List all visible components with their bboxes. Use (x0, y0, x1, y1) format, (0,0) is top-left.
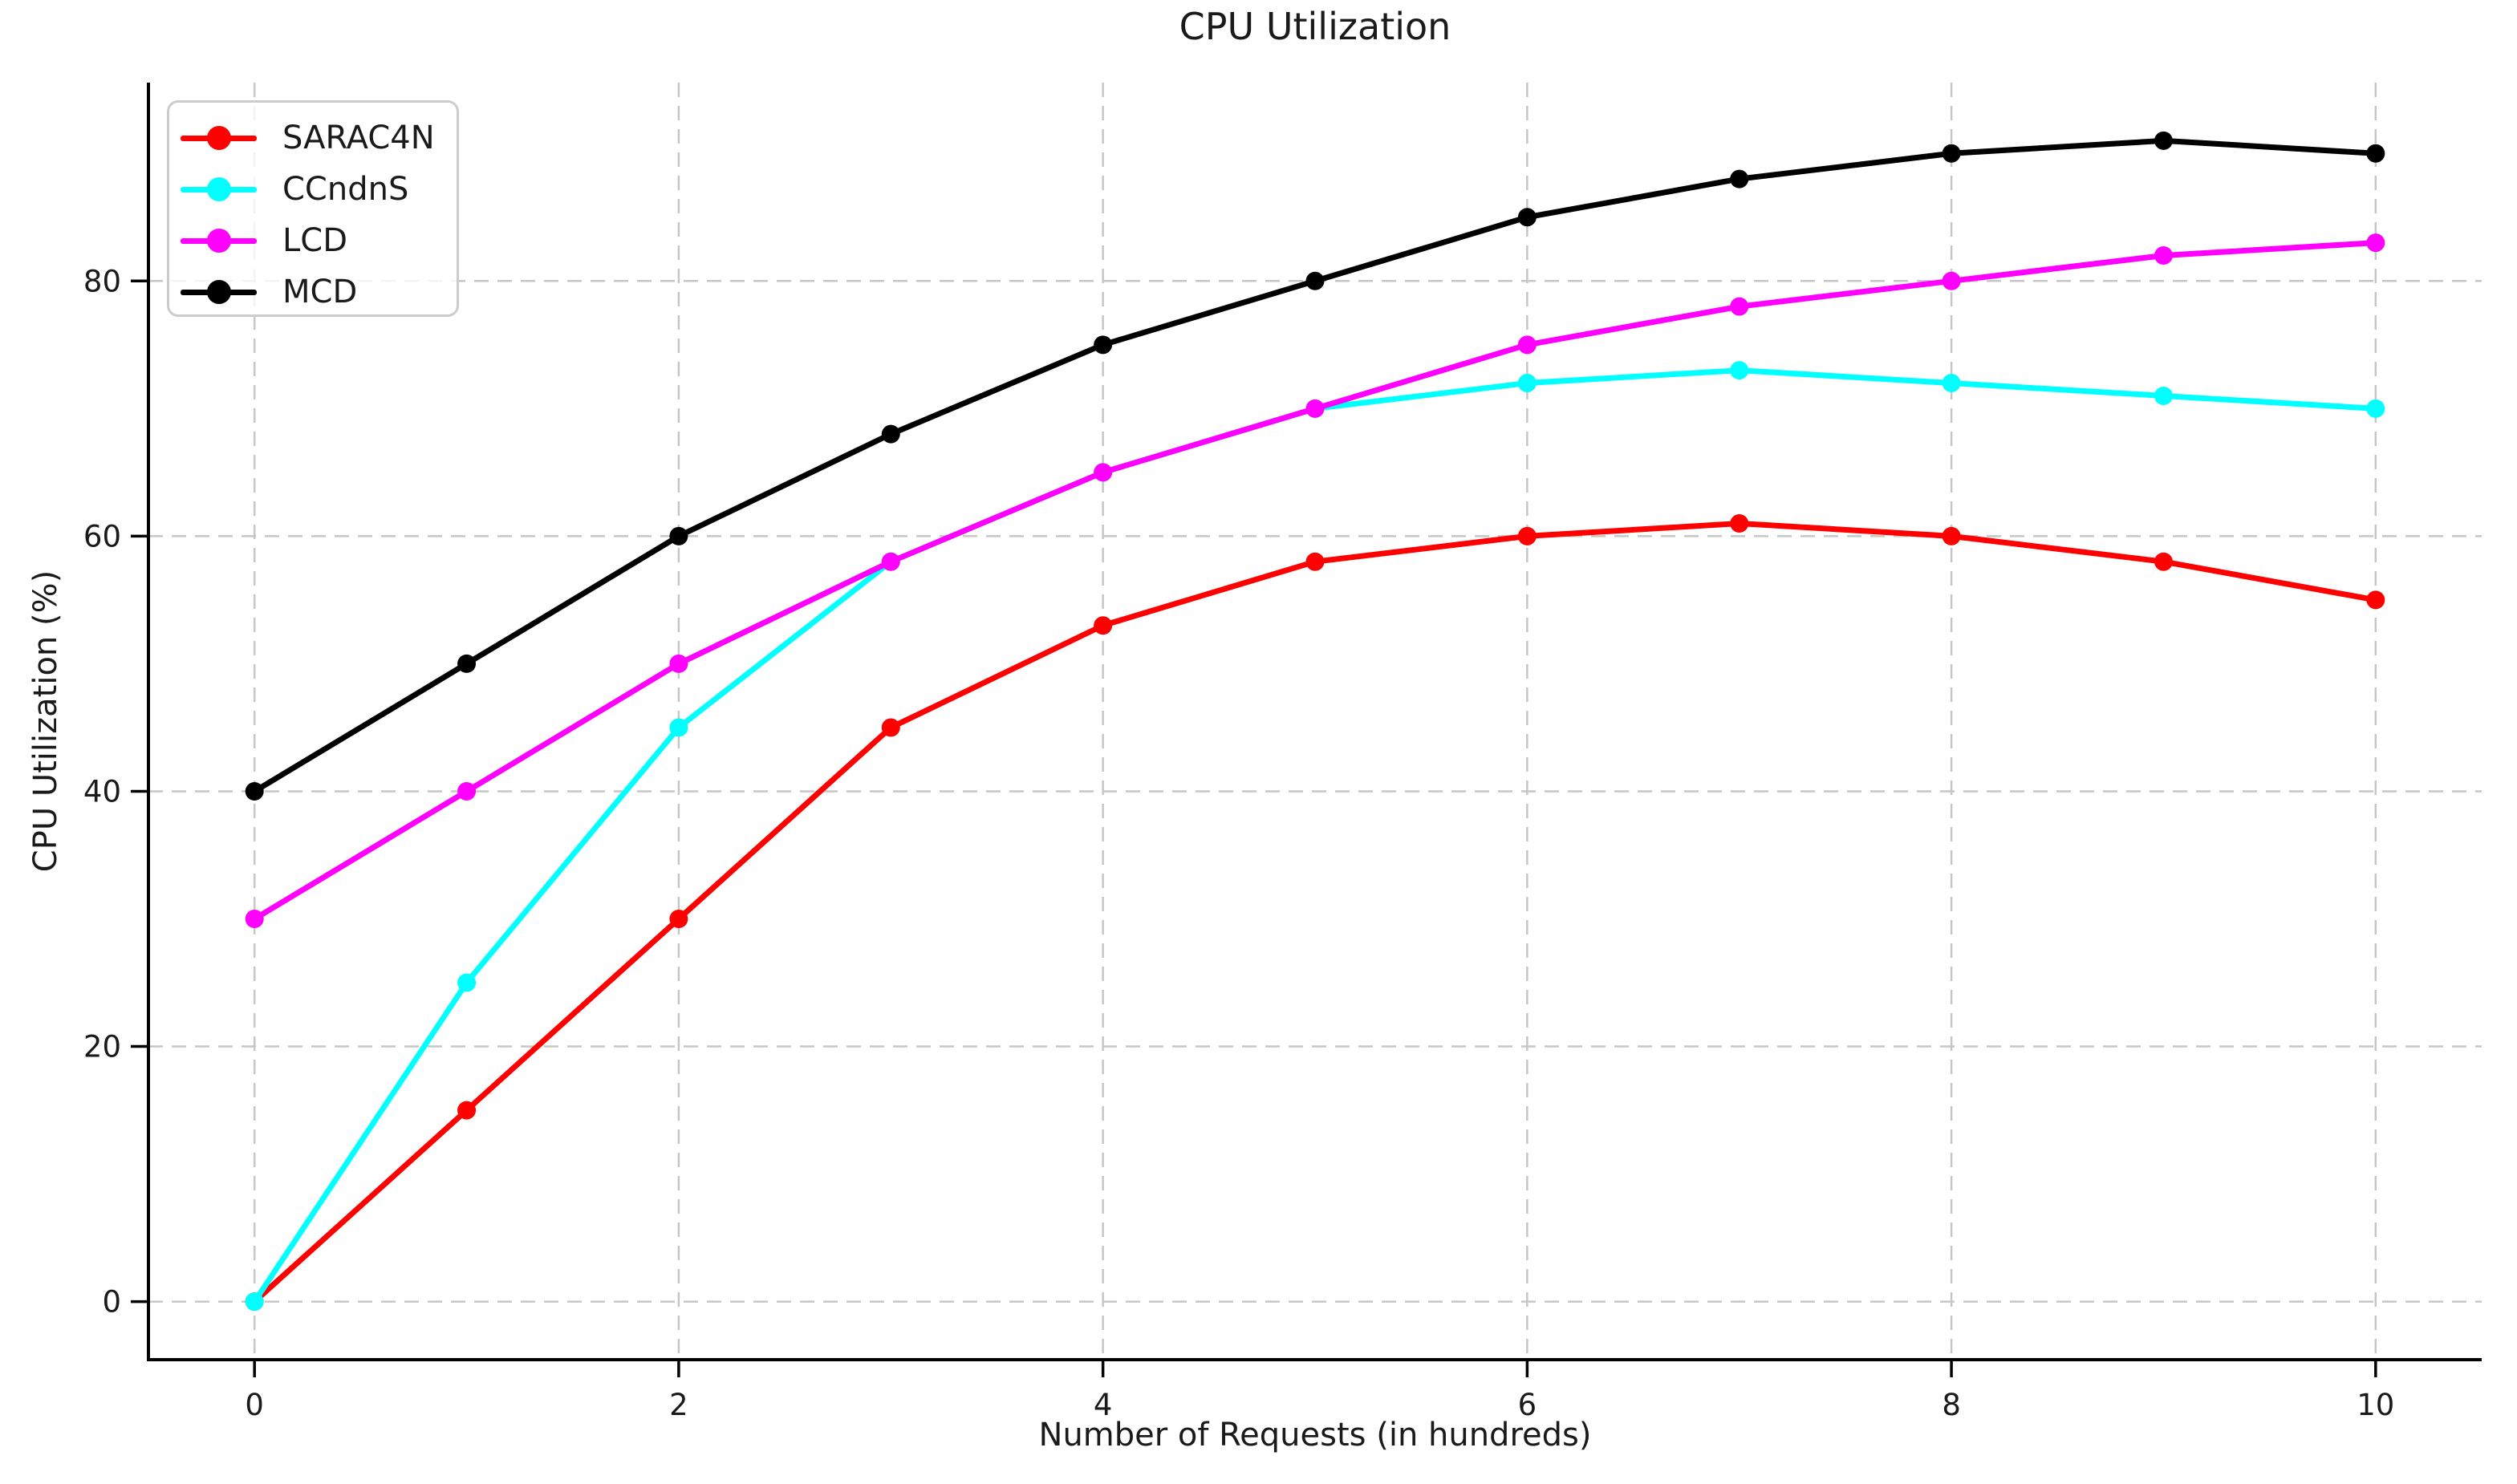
x-tick-label: 8 (1942, 1388, 1961, 1422)
chart-title: CPU Utilization (1179, 5, 1451, 48)
legend: SARAC4N CCndnS LCD MCD (167, 100, 459, 317)
data-point-LCD (881, 552, 900, 571)
data-point-MCD (1517, 208, 1537, 227)
data-point-LCD (669, 654, 688, 673)
data-point-CCndnS (2366, 399, 2385, 418)
data-point-SARAC4N (1094, 616, 1113, 635)
data-point-CCndnS (1730, 361, 1749, 380)
data-point-SARAC4N (457, 1101, 477, 1120)
legend-label: SARAC4N (282, 120, 435, 156)
data-point-SARAC4N (1730, 513, 1749, 533)
data-point-SARAC4N (1517, 526, 1537, 545)
data-point-LCD (2154, 246, 2173, 266)
data-point-MCD (457, 654, 477, 673)
data-point-CCndnS (669, 718, 688, 737)
x-tick-label: 4 (1094, 1388, 1113, 1422)
legend-item-lcd: LCD (181, 215, 457, 266)
data-point-SARAC4N (2366, 590, 2385, 610)
data-point-MCD (881, 424, 900, 444)
legend-item-ccndns: CCndnS (181, 164, 457, 215)
data-point-MCD (245, 781, 264, 801)
data-point-LCD (457, 781, 477, 801)
data-point-SARAC4N (669, 910, 688, 929)
data-point-SARAC4N (1305, 552, 1325, 571)
series-line-SARAC4N (251, 520, 2379, 1305)
data-point-MCD (1094, 335, 1113, 355)
legend-marker-icon (206, 280, 231, 304)
data-point-SARAC4N (1942, 526, 1961, 545)
data-point-CCndnS (457, 973, 477, 992)
y-tick-label: 0 (102, 1285, 121, 1320)
y-tick-label: 20 (83, 1030, 121, 1064)
data-point-LCD (1305, 399, 1325, 418)
x-tick-label: 2 (669, 1388, 688, 1422)
legend-line-sample-icon (181, 229, 257, 253)
data-point-LCD (1730, 297, 1749, 316)
legend-item-sarac4n: SARAC4N (181, 112, 457, 164)
data-point-LCD (2366, 233, 2385, 253)
x-axis-label: Number of Requests (in hundreds) (1038, 1417, 1592, 1454)
x-tick-label: 10 (2357, 1388, 2394, 1422)
y-axis-label: CPU Utilization (%) (27, 570, 64, 873)
legend-line-sample-icon (181, 126, 257, 150)
data-point-CCndnS (1942, 374, 1961, 393)
x-tick-label: 0 (245, 1388, 264, 1422)
data-point-CCndnS (245, 1292, 264, 1312)
legend-marker-icon (206, 177, 231, 201)
legend-item-mcd: MCD (181, 266, 457, 318)
data-point-LCD (1942, 271, 1961, 290)
legend-line-sample-icon (181, 280, 257, 304)
data-point-LCD (1517, 335, 1537, 355)
data-point-SARAC4N (881, 718, 900, 737)
y-tick-label: 80 (83, 264, 121, 298)
y-tick-label: 60 (83, 519, 121, 553)
data-point-MCD (2366, 144, 2385, 163)
data-point-CCndnS (2154, 386, 2173, 405)
data-point-SARAC4N (2154, 552, 2173, 571)
x-tick-label: 6 (1518, 1388, 1537, 1422)
legend-marker-icon (206, 229, 231, 253)
data-point-LCD (1094, 463, 1113, 482)
data-point-MCD (2154, 131, 2173, 150)
data-point-MCD (669, 526, 688, 545)
legend-label: LCD (282, 222, 348, 259)
legend-label: CCndnS (282, 171, 409, 208)
series-line-CCndnS (251, 367, 2379, 1305)
data-point-MCD (1305, 271, 1325, 290)
y-tick-label: 40 (83, 774, 121, 809)
data-point-MCD (1942, 144, 1961, 163)
series-line-LCD (251, 240, 2379, 922)
data-point-MCD (1730, 169, 1749, 189)
legend-label: MCD (282, 274, 358, 310)
data-point-LCD (245, 910, 264, 929)
series-line-MCD (251, 137, 2379, 794)
legend-line-sample-icon (181, 177, 257, 201)
data-point-CCndnS (1517, 374, 1537, 393)
legend-marker-icon (206, 126, 231, 150)
